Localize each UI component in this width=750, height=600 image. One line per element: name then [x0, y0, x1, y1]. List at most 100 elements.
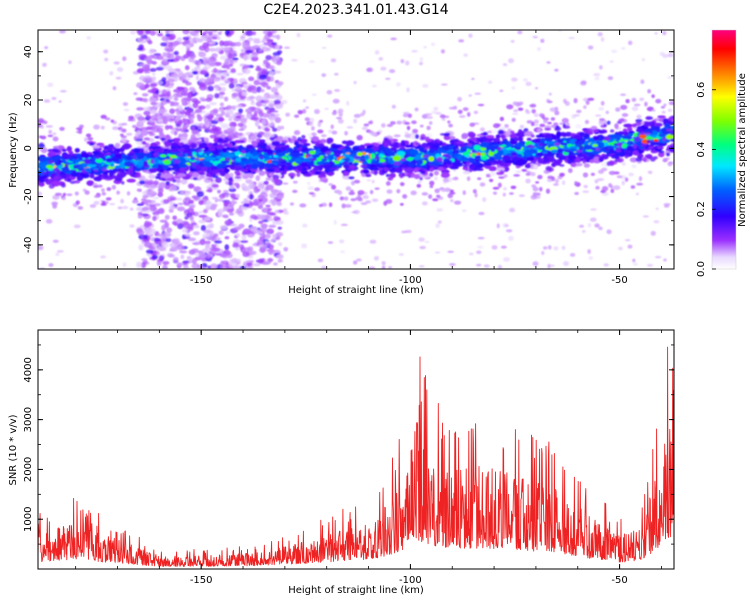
spectrogram-band-blob	[205, 151, 212, 155]
spectrogram-noise-blob	[208, 47, 217, 52]
spectrogram-speckle	[662, 30, 667, 36]
spectrogram-noise-blob	[249, 193, 254, 200]
spectrogram-band-blob	[170, 148, 179, 153]
spectrogram-band-blob	[396, 150, 405, 156]
spectrogram-band-blob	[331, 145, 339, 149]
spectrogram-band-blob	[151, 164, 159, 169]
spectrogram-noise-blob	[165, 238, 172, 243]
spectrogram-speckle	[642, 215, 650, 218]
spectrogram-wisp	[156, 127, 164, 133]
spectrogram-band-blob	[488, 151, 494, 157]
spectrogram-wisp	[636, 114, 642, 119]
spectrogram-wisp	[568, 168, 573, 174]
spectrogram-wisp	[510, 185, 517, 190]
spectrogram-band-blob	[236, 172, 241, 176]
spectrogram-band-blob	[392, 155, 402, 162]
spectrogram-band-blob	[102, 164, 108, 169]
spectrogram-band-blob	[353, 162, 359, 166]
spectrogram-noise-blob	[186, 91, 194, 99]
spectrogram-noise-blob	[167, 58, 175, 63]
spectrogram-band-blob	[280, 171, 287, 175]
spectrogram-noise-blob	[162, 260, 170, 265]
spectrogram-band-blob	[177, 173, 187, 178]
spectrogram-noise-blob	[272, 30, 278, 34]
spectrogram-band-blob	[349, 153, 357, 157]
spectrogram-noise-blob	[181, 97, 188, 104]
spectrogram-noise-blob	[205, 104, 211, 109]
spectrogram-noise-blob	[215, 47, 222, 53]
spectrogram-noise-blob	[187, 207, 195, 214]
spectrogram-band-blob	[658, 134, 665, 138]
spectrogram-band-blob	[539, 137, 546, 144]
spectrogram-speckle	[587, 223, 592, 228]
spectrogram-speckle	[553, 246, 559, 251]
spectrogram-speckle	[627, 244, 633, 249]
spectrogram-speckle	[390, 37, 397, 41]
spectrogram-band-blob	[578, 139, 586, 145]
spectrogram-noise-blob	[172, 215, 178, 221]
spectrogram-band-blob	[573, 135, 583, 139]
spectrogram-band-blob	[567, 155, 577, 161]
spectrogram-noise-blob	[268, 70, 275, 77]
spectrogram-noise-blob	[168, 41, 174, 48]
spectrogram-wisp	[230, 161, 236, 165]
spectrogram-wisp	[548, 159, 553, 163]
spectrogram-speckle	[317, 258, 324, 263]
spectrogram-noise-blob	[274, 209, 280, 214]
spectrogram-noise-blob	[264, 106, 270, 111]
spectrogram-speckle	[327, 34, 333, 38]
spectrogram-speckle	[381, 261, 386, 266]
spectrogram-band-blob	[277, 152, 286, 157]
spectrogram-noise-blob	[176, 244, 184, 251]
spectrogram-noise-blob	[259, 236, 265, 242]
spectrogram-wisp	[42, 171, 47, 175]
spectrogram-noise-blob	[150, 228, 156, 235]
spectrogram-noise-blob	[191, 263, 200, 269]
spectrogram-wisp	[341, 203, 346, 209]
spectrogram-band-blob	[145, 152, 152, 159]
spectrogram-wisp	[174, 130, 178, 136]
spectrogram-band-blob	[524, 163, 532, 169]
spectrogram-wisp	[669, 138, 674, 142]
spectrogram-noise-blob	[173, 97, 179, 101]
spectrogram-wisp	[245, 114, 252, 120]
spectrogram-noise-blob	[269, 93, 277, 98]
spectrogram-wisp	[191, 130, 198, 135]
spectrogram-wisp	[87, 137, 94, 141]
spectrogram-speckle	[588, 256, 594, 260]
spectrogram-noise-blob	[218, 230, 224, 235]
spectrogram-speckle	[109, 71, 114, 76]
spectrogram-wisp	[156, 115, 163, 120]
spectrogram-speckle	[225, 231, 231, 234]
spectrogram-noise-blob	[209, 134, 217, 139]
spectrogram-speckle	[100, 255, 107, 259]
spectrogram-noise-blob	[222, 47, 231, 51]
spectrogram-wisp	[669, 130, 674, 136]
spectrogram-band-blob	[112, 150, 118, 155]
spectrogram-band-blob	[446, 151, 453, 156]
spectrogram-band-blob	[474, 155, 483, 159]
spectrogram-speckle	[309, 60, 315, 63]
spectrogram-speckle	[356, 258, 362, 262]
spectrogram-noise-blob	[161, 224, 166, 231]
spectrogram-noise-blob	[211, 247, 221, 252]
spectrogram-noise-blob	[144, 228, 152, 233]
spectrogram-noise-blob	[149, 246, 156, 250]
spectrogram-wisp	[188, 183, 195, 189]
spectrogram-noise-blob	[229, 185, 235, 190]
spectrogram-noise-blob	[174, 68, 181, 72]
spectrogram-band-blob	[298, 152, 304, 157]
spectrogram-wisp	[639, 97, 645, 102]
spectrogram-band-blob	[428, 149, 435, 154]
spectrogram-speckle	[331, 130, 338, 135]
spectrogram-noise-blob	[235, 96, 241, 103]
spectrogram-band-blob	[179, 163, 189, 169]
spectrogram-noise-blob	[198, 219, 206, 224]
spectrogram-noise-blob	[258, 220, 264, 225]
spectrogram-speckle	[403, 111, 410, 114]
spectrogram-wisp	[328, 202, 333, 208]
spectrogram-noise-blob	[184, 233, 191, 237]
spectrogram-wisp	[621, 113, 629, 117]
spectrogram-wisp	[668, 102, 674, 106]
spectrogram-noise-blob	[176, 86, 185, 90]
